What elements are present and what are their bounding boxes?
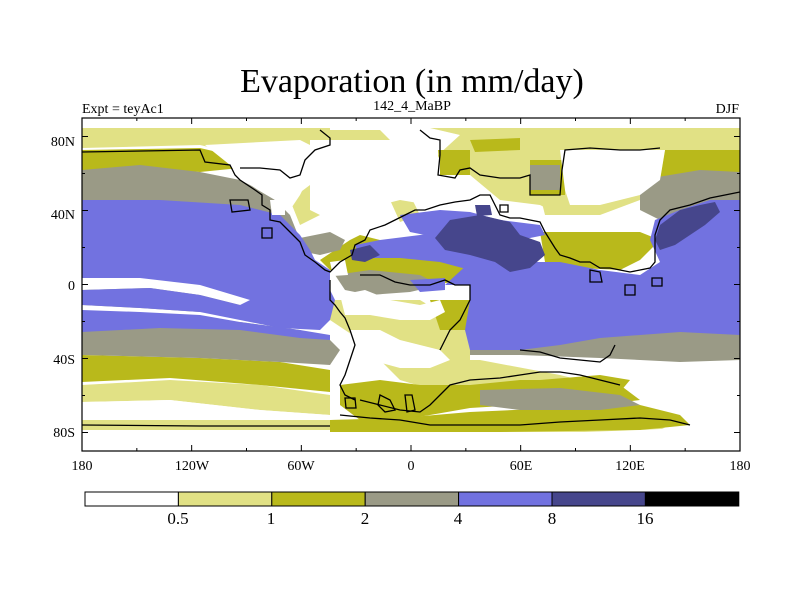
lon-tick-0: 0 (408, 459, 415, 474)
colorbar-label-8: 8 (548, 509, 557, 528)
lon-tick-180w: 180 (72, 459, 93, 474)
lon-tick-180e: 180 (730, 459, 751, 474)
colorbar-box (84, 491, 179, 507)
lon-tick-120e: 120E (615, 459, 645, 474)
period-label: 142_4_MaBP (373, 99, 451, 114)
contour-level-8 (350, 202, 720, 272)
colorbar-box (364, 491, 460, 507)
colorbar: 0.5 1 2 4 8 16 (84, 491, 740, 528)
colorbar-label-0-5: 0.5 (167, 509, 188, 528)
lon-tick-60w: 60W (287, 459, 315, 474)
experiment-label: Expt = teyAc1 (82, 102, 164, 117)
colorbar-box (458, 491, 553, 507)
lon-tick-120w: 120W (175, 459, 210, 474)
colorbar-box (551, 491, 646, 507)
season-label: DJF (716, 102, 740, 117)
lat-tick-40n: 40N (51, 208, 75, 223)
colorbar-label-2: 2 (361, 509, 370, 528)
colorbar-label-4: 4 (454, 509, 463, 528)
figure-title: Evaporation (in mm/day) (240, 63, 584, 100)
colorbar-label-1: 1 (267, 509, 276, 528)
axis-ticks (81, 118, 741, 451)
lat-tick-80s: 80S (53, 426, 75, 441)
lat-tick-0: 0 (68, 279, 75, 294)
coastlines (82, 129, 740, 427)
colorbar-box (271, 491, 366, 507)
colorbar-box (177, 491, 273, 507)
lon-tick-60e: 60E (510, 459, 533, 474)
lat-tick-80n: 80N (51, 135, 75, 150)
colorbar-boxes (84, 491, 740, 507)
colorbar-box (644, 491, 740, 507)
colorbar-label-16: 16 (637, 509, 654, 528)
lat-tick-40s: 40S (53, 353, 75, 368)
land-low-values (82, 140, 740, 451)
map-plot (82, 118, 740, 451)
